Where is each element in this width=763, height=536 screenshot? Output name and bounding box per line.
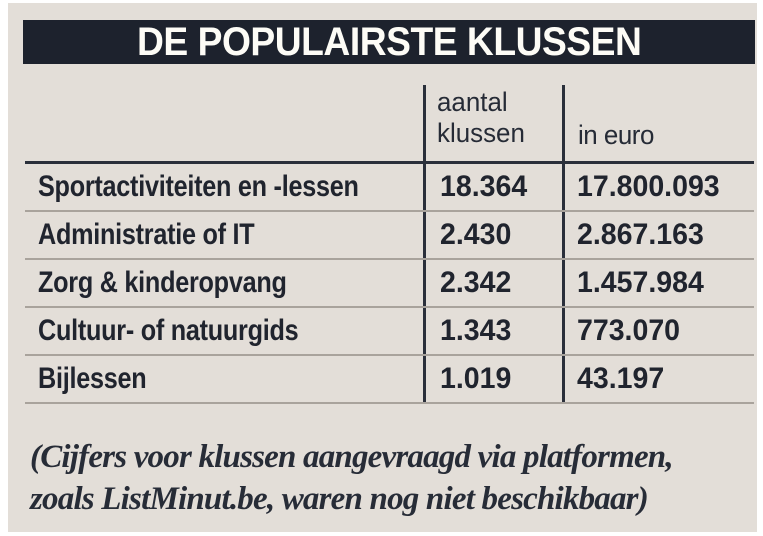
footnote-line-1: (Cijfers voor klussen aangevraagd via pl… [30,439,674,475]
column-header-in-euro: in euro [578,120,657,151]
row-aantal-cell: 18.364 [423,170,562,204]
row-aantal-cell: 1.343 [423,314,562,348]
row-label-cell: Cultuur- of natuurgids [25,314,423,348]
row-value-euro: 17.800.093 [577,170,720,203]
row-label: Bijlessen [38,362,147,395]
row-aantal-cell: 1.019 [423,362,562,396]
footnote-line-2: zoals ListMinut.be, waren nog niet besch… [30,481,649,517]
header-rule [25,161,754,164]
row-value-aantal: 18.364 [440,170,528,203]
page-title: DE POPULAIRSTE KLUSSEN [136,19,642,64]
table-body: Sportactiviteiten en -lessen 18.364 17.8… [25,164,754,404]
row-label-cell: Bijlessen [25,362,423,396]
row-euro-cell: 17.800.093 [562,170,754,204]
row-value-aantal: 2.342 [440,266,512,299]
row-label: Sportactiviteiten en -lessen [38,170,359,203]
row-euro-cell: 1.457.984 [562,266,754,300]
row-aantal-cell: 2.342 [423,266,562,300]
table-header: aantal klussen in euro [25,85,754,161]
table-row: Administratie of IT 2.430 2.867.163 [25,212,754,260]
header-aantal-line: aantal [437,87,508,117]
infographic-background [8,3,757,532]
table-row: Sportactiviteiten en -lessen 18.364 17.8… [25,164,754,212]
row-euro-cell: 773.070 [562,314,754,348]
row-label: Cultuur- of natuurgids [38,314,299,347]
header-in-euro-label: in euro [578,120,654,150]
column-divider-1 [423,85,426,403]
row-label-cell: Zorg & kinderopvang [25,266,423,300]
row-label-cell: Sportactiviteiten en -lessen [25,170,423,204]
row-label-cell: Administratie of IT [25,218,423,252]
row-aantal-cell: 2.430 [423,218,562,252]
footnote: (Cijfers voor klussen aangevraagd via pl… [30,436,755,520]
row-value-aantal: 1.019 [440,362,512,395]
row-value-euro: 773.070 [577,314,681,347]
title-bar: DE POPULAIRSTE KLUSSEN [23,20,755,64]
stats-table: aantal klussen in euro Sportactiviteiten… [25,85,754,405]
row-value-aantal: 2.430 [440,218,512,251]
header-klussen-line: klussen [437,118,525,148]
row-euro-cell: 43.197 [562,362,754,396]
row-value-euro: 43.197 [577,362,665,395]
table-row: Bijlessen 1.019 43.197 [25,356,754,404]
row-value-aantal: 1.343 [440,314,512,347]
row-label: Zorg & kinderopvang [38,266,287,299]
row-label: Administratie of IT [38,218,255,251]
row-value-euro: 2.867.163 [577,218,704,251]
row-value-euro: 1.457.984 [577,266,704,299]
row-euro-cell: 2.867.163 [562,218,754,252]
column-divider-2 [562,85,565,403]
column-header-aantal-klussen: aantal klussen [437,87,529,149]
table-row: Zorg & kinderopvang 2.342 1.457.984 [25,260,754,308]
table-row: Cultuur- of natuurgids 1.343 773.070 [25,308,754,356]
